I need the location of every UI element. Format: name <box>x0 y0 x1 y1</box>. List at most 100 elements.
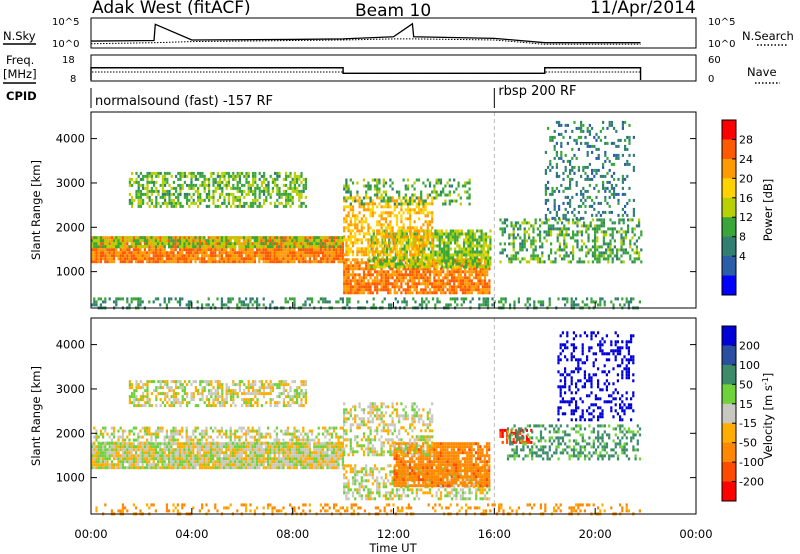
data-cell <box>575 192 578 196</box>
data-cell <box>528 260 531 264</box>
data-cell <box>487 244 490 248</box>
data-cell <box>349 261 352 265</box>
data-cell <box>139 260 142 264</box>
data-cell <box>613 189 616 193</box>
data-cell <box>93 242 96 246</box>
data-cell <box>324 260 327 264</box>
data-cell <box>190 248 193 252</box>
data-cell <box>345 190 348 194</box>
data-cell <box>395 273 399 277</box>
data-cell <box>422 291 425 295</box>
data-cell <box>142 192 145 196</box>
data-cell <box>469 247 472 251</box>
data-cell <box>613 192 616 196</box>
data-cell <box>379 262 382 266</box>
data-cell <box>512 254 515 258</box>
data-cell <box>194 239 197 243</box>
data-cell <box>333 248 336 252</box>
data-cell <box>501 221 504 225</box>
data-cell <box>238 260 241 264</box>
data-cell <box>241 192 244 196</box>
data-cell <box>539 218 542 222</box>
data-cell <box>128 245 131 249</box>
data-cell <box>267 192 270 196</box>
data-cell <box>102 254 105 258</box>
data-cell <box>428 181 432 185</box>
data-cell <box>347 223 350 227</box>
data-cell <box>393 241 396 245</box>
data-cell <box>571 156 574 160</box>
data-cell <box>400 282 403 286</box>
data-cell <box>249 245 252 249</box>
data-cell <box>393 208 396 212</box>
data-cell <box>183 254 186 258</box>
data-cell <box>285 204 288 208</box>
data-cell <box>302 201 305 205</box>
data-cell <box>480 250 483 254</box>
data-cell <box>106 245 109 249</box>
data-cell <box>381 238 384 242</box>
data-cell <box>398 196 401 200</box>
data-cell <box>208 186 211 190</box>
data-cell <box>381 247 384 251</box>
data-cell <box>628 153 631 157</box>
data-cell <box>347 288 350 292</box>
data-cell <box>468 288 471 292</box>
data-cell <box>166 177 169 181</box>
data-cell <box>467 247 470 251</box>
data-cell <box>400 214 403 218</box>
data-cell <box>393 270 396 274</box>
data-cell <box>580 204 583 208</box>
data-cell <box>633 257 636 261</box>
data-cell <box>576 233 579 237</box>
data-cell <box>121 260 124 264</box>
data-cell <box>564 153 567 157</box>
data-cell <box>411 276 414 280</box>
data-cell <box>465 259 468 263</box>
data-cell <box>594 300 597 304</box>
data-cell <box>411 184 414 188</box>
data-cell <box>605 257 608 261</box>
data-cell <box>97 454 100 458</box>
data-cell <box>410 262 413 266</box>
data-cell <box>517 297 520 301</box>
data-cell <box>435 273 438 277</box>
data-cell <box>389 273 392 277</box>
data-cell <box>576 221 579 225</box>
data-cell <box>458 253 461 257</box>
data-cell <box>315 242 318 246</box>
data-cell <box>367 244 370 248</box>
data-cell <box>445 253 448 257</box>
data-cell <box>431 220 434 224</box>
data-cell <box>541 251 544 255</box>
data-cell <box>345 238 348 242</box>
data-cell <box>273 245 276 249</box>
data-cell <box>447 265 450 269</box>
data-cell <box>395 285 399 289</box>
data-cell <box>378 270 381 274</box>
data-cell <box>291 257 294 261</box>
data-cell <box>415 282 418 286</box>
data-cell <box>274 171 277 175</box>
data-cell <box>413 288 416 292</box>
data-cell <box>236 180 239 184</box>
data-cell <box>137 198 140 202</box>
data-cell <box>586 144 589 148</box>
data-cell <box>124 257 127 261</box>
data-cell <box>633 227 636 231</box>
data-cell <box>354 282 357 286</box>
data-cell <box>638 221 641 225</box>
data-cell <box>137 251 140 255</box>
data-cell <box>380 288 383 292</box>
data-cell <box>406 279 410 283</box>
data-cell <box>126 454 129 458</box>
data-cell <box>365 253 368 257</box>
data-cell <box>411 208 414 212</box>
data-cell <box>128 201 131 205</box>
data-cell <box>168 183 171 187</box>
data-cell <box>374 247 378 251</box>
data-cell <box>280 257 283 261</box>
data-cell <box>391 229 394 233</box>
data-cell <box>337 251 340 255</box>
data-cell <box>247 189 250 193</box>
